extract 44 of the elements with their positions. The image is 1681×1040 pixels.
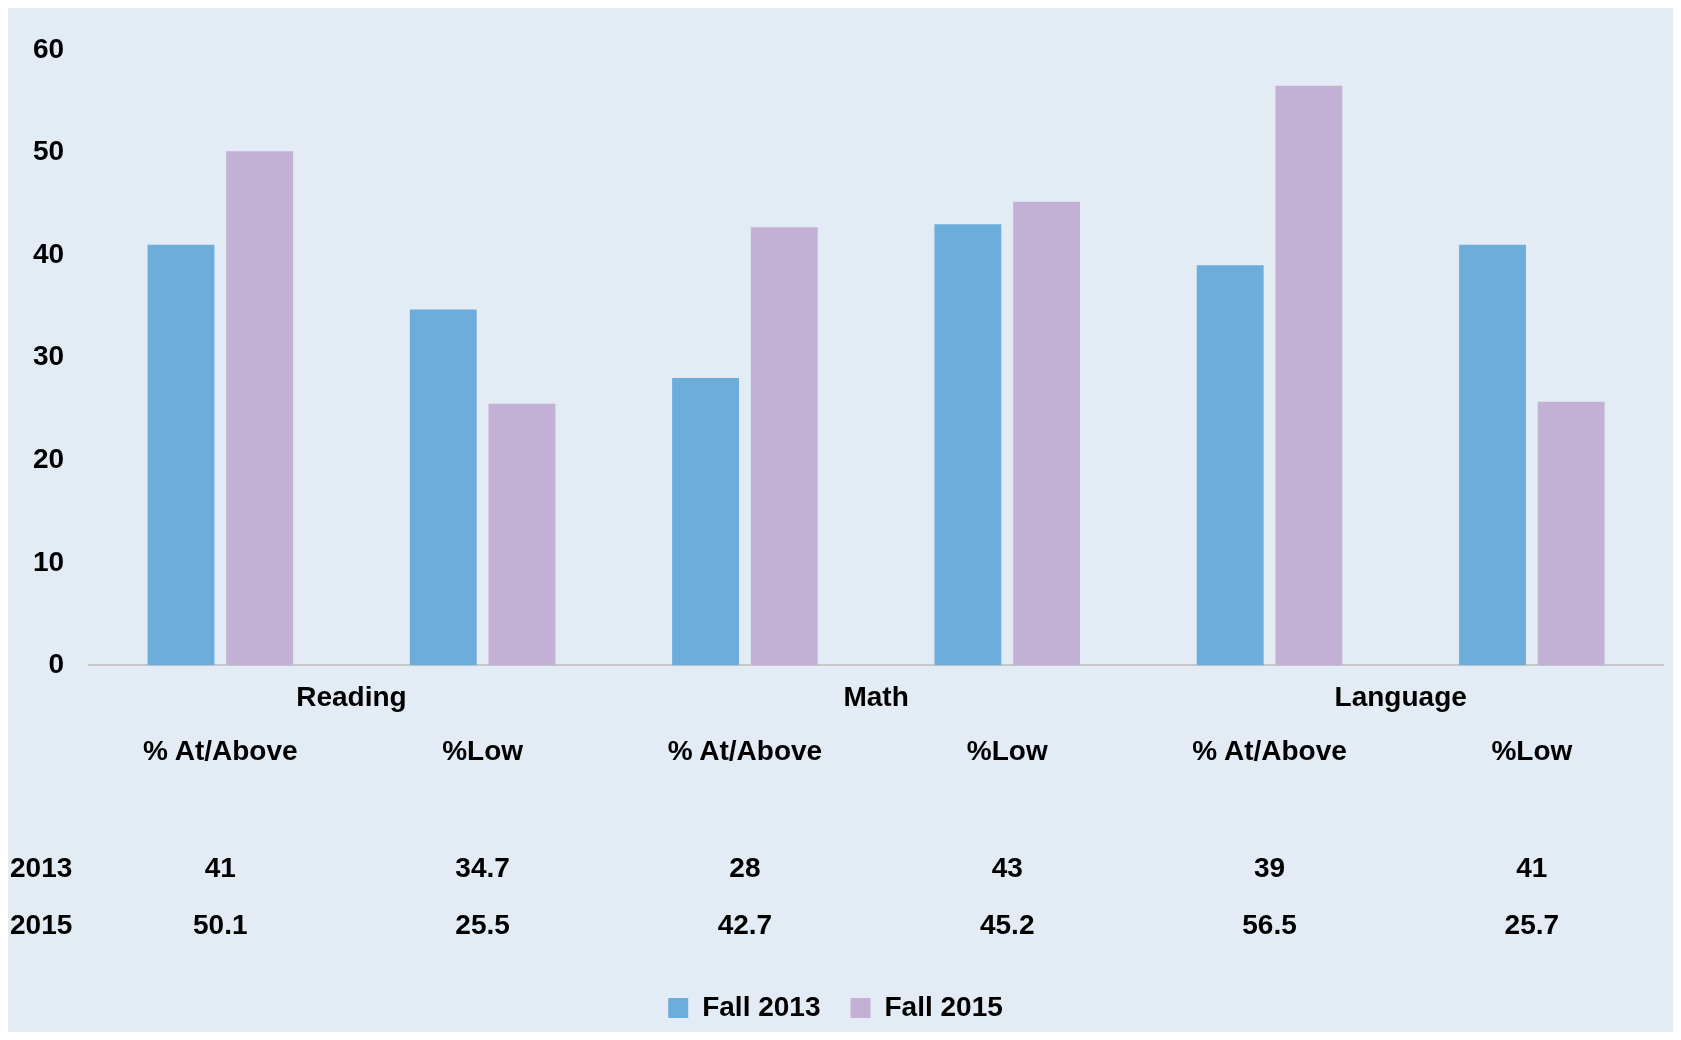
data-label: 43 [991,851,1023,883]
bar [1275,85,1343,666]
bar [1013,201,1081,666]
bar [147,244,215,666]
data-label: 34.7 [455,851,510,883]
legend-label: Fall 2015 [884,990,1003,1022]
legend-label: Fall 2013 [702,990,821,1022]
text: Language [1334,681,1467,713]
data-label: 41 [1516,851,1548,883]
y-tick-label: 40 [32,237,65,269]
x-tick-label: %Low [1491,734,1573,766]
text: Math [843,681,909,713]
x-tick-label: %Low [966,734,1048,766]
y-tick-label: 50 [32,135,65,167]
y-tick-label: 60 [32,32,65,64]
bar [488,403,556,666]
data-label: 50.1 [193,908,248,940]
x-tick-label: % At/Above [1192,734,1347,766]
text: Reading [296,681,407,713]
bar [672,378,740,666]
bar [409,309,477,666]
bar [750,227,818,666]
y-tick-label: 0 [48,648,65,680]
x-tick-label: % At/Above [143,734,298,766]
bar [226,151,294,666]
text: 2013 [10,851,73,883]
data-label: 25.5 [455,908,510,940]
text: 2015 [10,908,73,940]
y-tick-label: 10 [32,545,65,577]
y-tick-label: 20 [32,442,65,474]
bar [1459,244,1526,666]
bar [934,224,1002,666]
data-label: 28 [729,851,761,883]
data-label: 42.7 [717,908,773,940]
x-tick-label: %Low [442,734,524,766]
data-label: 56.5 [1242,908,1297,940]
bar [1196,265,1264,666]
y-tick-label: 30 [32,340,65,372]
x-tick-label: % At/Above [667,734,823,766]
data-label: 25.7 [1504,908,1560,940]
data-label: 45.2 [979,908,1035,940]
data-label: 41 [204,851,236,883]
bar [1537,401,1605,666]
data-label: 39 [1253,851,1286,883]
